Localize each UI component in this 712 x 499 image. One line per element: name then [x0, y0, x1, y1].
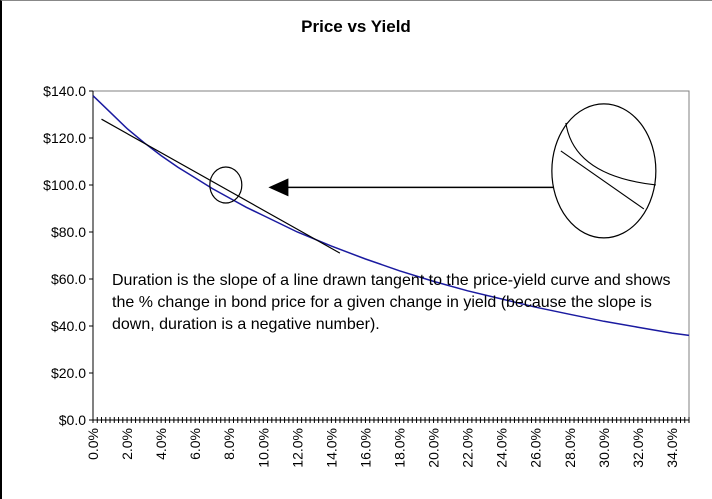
- x-tick-label: 4.0%: [153, 428, 169, 460]
- y-tick-label: $40.0: [51, 318, 86, 334]
- x-tick-label: 12.0%: [289, 428, 305, 468]
- x-tick-label: 26.0%: [528, 428, 544, 468]
- y-tick-label: $20.0: [51, 365, 86, 381]
- x-tick-label: 16.0%: [357, 428, 373, 468]
- chart-title: Price vs Yield: [301, 17, 411, 36]
- x-tick-label: 10.0%: [255, 428, 271, 468]
- x-tick-label: 22.0%: [460, 428, 476, 468]
- x-tick-label: 14.0%: [323, 428, 339, 468]
- x-tick-label: 8.0%: [221, 428, 237, 460]
- arrow-head: [268, 178, 289, 197]
- y-tick-label: $100.0: [43, 177, 86, 193]
- x-tick-label: 24.0%: [494, 428, 510, 468]
- x-tick-label: 30.0%: [596, 428, 612, 468]
- plot-area: $0.0 $20.0 $40.0 $60.0 $80.0 $100.0 $120.0 $140…: [43, 83, 690, 468]
- duration-annotation: Duration is the slope of a line drawn ta…: [112, 272, 671, 333]
- y-tick-label: $60.0: [51, 271, 86, 287]
- x-tick-label: 18.0%: [392, 428, 408, 468]
- x-tick-label: 34.0%: [664, 428, 680, 468]
- y-tick-label: $120.0: [43, 130, 86, 146]
- tangency-circle: [209, 166, 243, 204]
- y-tick-label: $0.0: [59, 412, 86, 428]
- y-tick-label: $140.0: [43, 83, 86, 99]
- magnified-curve: [565, 122, 656, 186]
- x-tick-label: 6.0%: [187, 428, 203, 460]
- x-tick-label: 28.0%: [562, 428, 578, 468]
- magnified-tangent: [560, 150, 645, 210]
- y-tick-label: $80.0: [51, 224, 86, 240]
- magnified-view: [551, 103, 657, 239]
- x-tick-label: 32.0%: [630, 428, 646, 468]
- x-tick-label: 0.0%: [85, 428, 101, 460]
- x-tick-label: 2.0%: [119, 428, 135, 460]
- tangent-line: [101, 118, 341, 254]
- x-tick-label: 20.0%: [426, 428, 442, 468]
